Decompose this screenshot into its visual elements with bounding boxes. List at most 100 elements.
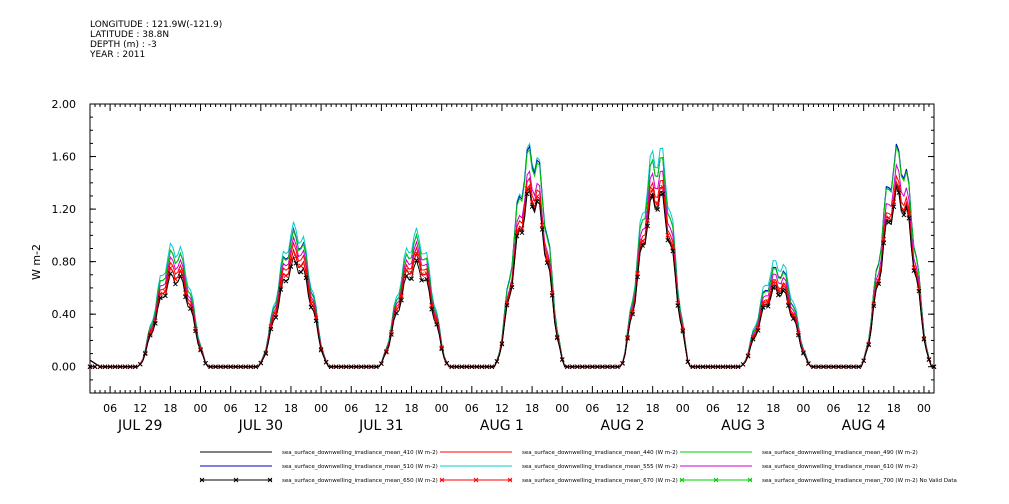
series-marker-650 <box>790 316 796 321</box>
series-marker-650 <box>796 332 801 338</box>
series-marker-670 <box>886 215 892 221</box>
series-marker-670 <box>871 301 877 307</box>
series-marker-670 <box>896 184 902 190</box>
series-marker-650 <box>770 285 776 291</box>
series-lines <box>89 142 934 368</box>
legend-label-670: sea_surface_downwelling_irradiance_mean_… <box>522 478 678 484</box>
series-marker-650 <box>97 364 103 370</box>
x-hour-label: 18 <box>525 402 539 415</box>
series-marker-650 <box>539 227 545 232</box>
series-marker-650 <box>675 303 681 308</box>
series-marker-670 <box>640 238 645 244</box>
series-marker-650 <box>504 302 510 308</box>
series-marker-650 <box>750 336 756 342</box>
series-marker-650 <box>710 364 716 370</box>
series-marker-650 <box>921 336 927 342</box>
series-marker-650 <box>645 223 650 229</box>
legend-label-440: sea_surface_downwelling_irradiance_mean_… <box>522 450 678 456</box>
series-marker-670 <box>404 267 409 273</box>
series-marker-650 <box>730 364 736 370</box>
series-marker-670 <box>439 345 445 351</box>
series-marker-650 <box>394 310 399 316</box>
series-marker-670 <box>881 236 887 242</box>
series-marker-670 <box>142 350 148 356</box>
series-marker-670 <box>157 291 163 297</box>
series-marker-650 <box>811 364 816 370</box>
series-marker-670 <box>529 199 535 205</box>
series-marker-670 <box>394 307 399 312</box>
series-marker-650 <box>288 264 294 269</box>
series-marker-650 <box>384 349 389 355</box>
series-marker-650 <box>152 320 158 326</box>
series-marker-650 <box>695 364 701 370</box>
series-marker-650 <box>228 364 234 370</box>
series-marker-670 <box>906 211 912 216</box>
x-date-label: AUG 4 <box>842 418 886 434</box>
series-marker-650 <box>886 220 892 225</box>
series-marker-670 <box>901 207 907 213</box>
series-marker-650 <box>705 364 711 370</box>
series-marker-650 <box>660 191 666 197</box>
x-hour-label: 00 <box>796 402 810 415</box>
series-marker-650 <box>157 295 163 301</box>
series-marker-650 <box>529 204 535 210</box>
series-marker-650 <box>484 364 490 370</box>
series-marker-650 <box>806 361 811 366</box>
plot-frame <box>89 103 935 394</box>
series-marker-650 <box>821 364 826 370</box>
series-marker-670 <box>147 331 153 336</box>
series-marker-670 <box>283 273 289 279</box>
series-marker-650 <box>896 190 902 196</box>
series-marker-650 <box>926 357 932 362</box>
series-marker-650 <box>278 287 284 292</box>
series-marker-650 <box>685 359 691 365</box>
series-marker-670 <box>534 194 540 199</box>
series-marker-650 <box>690 364 696 370</box>
series-marker-670 <box>750 334 756 340</box>
x-date-label: JUL 29 <box>117 418 162 434</box>
series-marker-650 <box>188 306 193 311</box>
series-marker-650 <box>444 360 450 366</box>
series-marker-650 <box>871 303 877 309</box>
series-marker-650 <box>775 292 781 298</box>
series-marker-650 <box>263 351 269 356</box>
series-marker-650 <box>112 364 118 370</box>
series-marker-650 <box>449 364 455 370</box>
series-marker-650 <box>720 364 726 370</box>
x-hour-label: 18 <box>887 402 901 415</box>
series-marker-670 <box>801 349 806 355</box>
series-marker-650 <box>846 364 851 370</box>
series-marker-650 <box>389 332 394 337</box>
series-marker-650 <box>831 364 836 370</box>
legend-label-700: sea_surface_downwelling_irradiance_mean_… <box>762 478 957 484</box>
metadata-header: LONGITUDE : 121.9W(-121.9) LATITUDE : 38… <box>90 20 222 60</box>
series-marker-650 <box>489 364 495 370</box>
series-marker-650 <box>233 364 239 370</box>
x-date-label: AUG 2 <box>601 418 645 434</box>
series-marker-650 <box>399 297 404 303</box>
series-marker-650 <box>735 364 741 370</box>
series-marker-650 <box>479 364 485 370</box>
series-marker-650 <box>564 364 570 370</box>
series-marker-650 <box>102 364 108 370</box>
series-marker-650 <box>409 276 414 282</box>
series-marker-650 <box>911 268 917 273</box>
legend-marker-670 <box>473 477 479 483</box>
series-marker-650 <box>574 364 580 370</box>
series-marker-670 <box>554 334 560 340</box>
x-date-label: JUL 30 <box>238 418 283 434</box>
series-marker-650 <box>268 326 274 332</box>
x-hour-label: 00 <box>676 402 690 415</box>
x-hour-label: 00 <box>314 402 328 415</box>
series-marker-650 <box>851 364 856 370</box>
series-marker-650 <box>198 347 203 353</box>
x-date-label: AUG 3 <box>721 418 765 434</box>
series-marker-650 <box>760 305 766 310</box>
series-marker-650 <box>132 364 138 370</box>
series-marker-650 <box>595 364 600 370</box>
series-marker-670 <box>921 336 927 341</box>
series-marker-670 <box>399 293 404 299</box>
y-tick-label: 0.40 <box>52 308 77 321</box>
series-marker-670 <box>780 283 786 288</box>
series-marker-650 <box>700 364 706 370</box>
